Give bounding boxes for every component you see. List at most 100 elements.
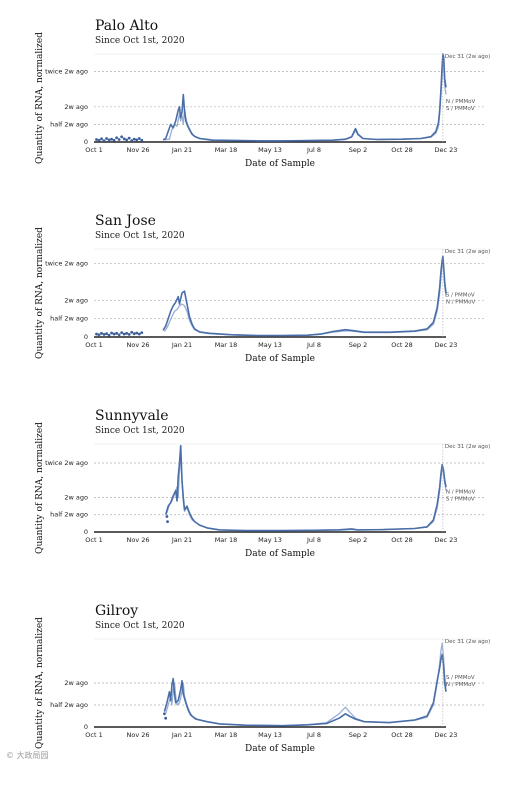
early-sample-point	[127, 333, 131, 336]
y-tick-label: 2w ago	[64, 103, 88, 111]
series-line-1	[162, 255, 447, 337]
chart-subtitle: Since Oct 1st, 2020	[95, 621, 185, 631]
x-tick-label: May 13	[258, 146, 282, 154]
chart-panel-3: Gilroy Since Oct 1st, 2020 Quantity of RNA…	[0, 603, 514, 798]
x-tick-label: Sep 2	[349, 341, 367, 349]
early-sample-point	[102, 139, 106, 142]
early-sample-point	[110, 137, 113, 141]
early-sample-point	[120, 331, 124, 334]
x-tick-label: Jul 8	[306, 146, 321, 154]
x-tick-label: Mar 18	[215, 731, 238, 739]
early-sample-point	[105, 137, 108, 140]
early-sample-point	[135, 331, 139, 335]
x-tick-label: Nov 26	[126, 341, 149, 349]
series-line-0	[165, 642, 447, 727]
page: Palo Alto Since Oct 1st, 2020 Quantity of …	[0, 18, 514, 754]
annotation-label: N / PMMoV	[446, 682, 476, 688]
early-sample-point	[165, 515, 169, 518]
chart-title: Palo Alto	[95, 18, 159, 34]
y-axis-label: Quantity of RNA, normalized	[35, 227, 45, 359]
x-tick-label: Nov 26	[126, 536, 149, 544]
annotation-label: Dec 31 (2w ago)	[445, 249, 490, 255]
chart-subtitle: Since Oct 1st, 2020	[95, 231, 185, 241]
x-tick-label: May 13	[258, 341, 282, 349]
chart-svg: Quantity of RNA, normalized 0 half 2w ago 2…	[35, 227, 490, 364]
y-tick-label: twice 2w ago	[45, 459, 88, 467]
chart-title: Sunnyvale	[95, 408, 169, 424]
early-sample-point	[110, 331, 113, 335]
y-tick-label: 0	[84, 723, 88, 731]
chart-panel-2: Sunnyvale Since Oct 1st, 2020 Quantity of …	[0, 408, 514, 603]
series-line-0	[166, 451, 447, 532]
early-sample-point	[112, 332, 116, 336]
early-sample-point	[164, 716, 168, 720]
x-axis-label: Date of Sample	[245, 549, 315, 559]
early-sample-point	[105, 332, 108, 336]
y-axis-label: Quantity of RNA, normalized	[35, 617, 45, 749]
annotation-label: Dec 31 (2w ago)	[445, 639, 490, 645]
watermark: © 大政局园	[6, 751, 49, 760]
chart-title: San Jose	[95, 213, 156, 229]
early-sample-point	[137, 137, 141, 140]
early-sample-point	[125, 331, 129, 335]
annotation-label: S / PMMoV	[446, 106, 475, 112]
early-sample-point	[166, 520, 169, 524]
early-sample-point	[107, 138, 111, 142]
x-axis-label: Date of Sample	[245, 159, 315, 169]
early-sample-point	[117, 333, 121, 337]
early-sample-point	[130, 330, 134, 334]
series-line-1	[162, 53, 447, 142]
early-sample-point	[95, 138, 98, 141]
y-tick-label: 2w ago	[64, 679, 88, 687]
early-sample-point	[100, 331, 103, 335]
x-tick-label: Nov 26	[126, 146, 149, 154]
y-axis-label: Quantity of RNA, normalized	[35, 32, 45, 164]
x-tick-label: Oct 1	[85, 341, 102, 349]
y-axis-label: Quantity of RNA, normalized	[35, 422, 45, 554]
x-tick-label: Nov 26	[126, 731, 149, 739]
early-sample-point	[115, 136, 119, 140]
x-tick-label: Mar 18	[215, 146, 238, 154]
y-tick-label: twice 2w ago	[45, 68, 88, 76]
early-sample-point	[163, 712, 166, 716]
early-sample-point	[122, 137, 126, 141]
x-tick-label: Sep 2	[349, 536, 367, 544]
x-tick-label: Jan 21	[171, 341, 192, 349]
x-axis-label: Date of Sample	[245, 354, 315, 364]
chart-subtitle: Since Oct 1st, 2020	[95, 426, 185, 436]
early-sample-point	[107, 333, 111, 337]
chart-title: Gilroy	[95, 603, 139, 619]
early-sample-point	[102, 333, 106, 336]
series-line-1	[164, 444, 447, 532]
annotation-label: Dec 31 (2w ago)	[445, 444, 490, 450]
x-tick-label: Oct 28	[391, 536, 413, 544]
annotation-label: Dec 31 (2w ago)	[445, 54, 490, 60]
series-line-0	[163, 259, 447, 337]
y-tick-label: half 2w ago	[50, 511, 88, 519]
chart-svg: Quantity of RNA, normalized 0 half 2w ago 2…	[35, 617, 490, 754]
series-line-0	[164, 56, 447, 142]
early-sample-point	[122, 332, 126, 336]
y-tick-label: 0	[84, 528, 88, 536]
early-sample-point	[140, 331, 144, 334]
early-sample-point	[132, 332, 136, 336]
x-tick-label: Oct 1	[85, 731, 102, 739]
y-tick-label: 2w ago	[64, 296, 88, 304]
x-tick-label: Oct 28	[391, 341, 413, 349]
x-tick-label: Dec 23	[435, 731, 458, 739]
early-sample-point	[125, 138, 129, 142]
x-tick-label: Jul 8	[306, 536, 321, 544]
early-sample-point	[100, 137, 103, 141]
x-tick-label: Oct 28	[391, 731, 413, 739]
chart-svg: Quantity of RNA, normalized 0 half 2w ago 2…	[35, 422, 490, 559]
annotation-label: N / PMMoV	[446, 489, 476, 495]
y-tick-label: half 2w ago	[50, 120, 88, 128]
annotation-label: S / PMMoV	[446, 675, 475, 681]
y-tick-label: 0	[84, 333, 88, 341]
annotation-label: S / PMMoV	[446, 496, 475, 502]
chart-subtitle: Since Oct 1st, 2020	[95, 36, 185, 46]
x-tick-label: Oct 1	[85, 536, 102, 544]
early-sample-point	[95, 332, 98, 336]
y-tick-label: 2w ago	[64, 493, 88, 501]
early-sample-point	[112, 138, 116, 142]
